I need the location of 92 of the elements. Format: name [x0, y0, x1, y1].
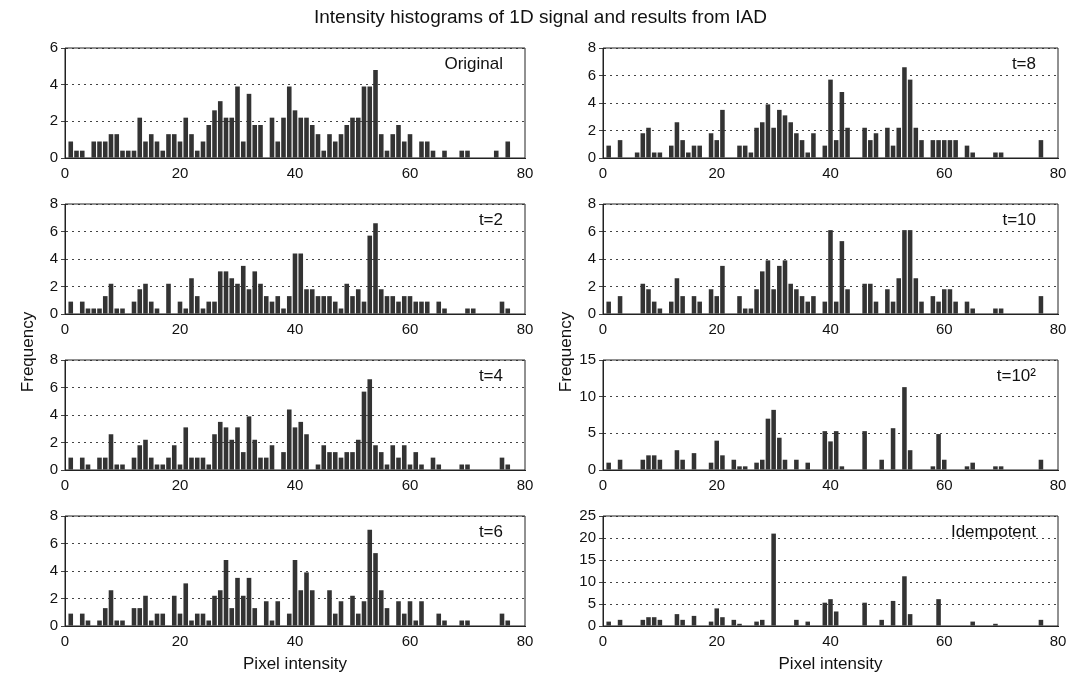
y-tick-label: 5: [587, 423, 596, 441]
x-tick-label: 20: [171, 320, 189, 338]
x-axis-title: Pixel intensity: [777, 654, 884, 674]
x-tick-label: 0: [598, 476, 608, 494]
x-tick-label: 80: [516, 476, 534, 494]
y-tick-label: 15: [579, 550, 596, 568]
y-tick-label: 15: [579, 350, 596, 368]
x-tick-label: 60: [935, 164, 953, 182]
y-tick-label: 0: [49, 616, 58, 634]
y-tick-label: 2: [587, 276, 596, 294]
y-tick-label: 2: [49, 432, 58, 450]
x-tick-label: 80: [516, 320, 534, 338]
x-tick-label: 40: [286, 476, 304, 494]
x-tick-label: 80: [516, 164, 534, 182]
x-tick-label: 60: [401, 164, 419, 182]
y-tick-label: 4: [49, 74, 58, 92]
x-tick-label: 20: [708, 632, 726, 650]
y-tick-label: 6: [49, 38, 58, 56]
x-tick-label: 20: [708, 164, 726, 182]
x-tick-label: 60: [935, 632, 953, 650]
x-tick-label: 20: [171, 632, 189, 650]
y-tick-label: 0: [49, 460, 58, 478]
x-tick-label: 40: [822, 476, 839, 494]
y-tick-label: 4: [49, 249, 58, 267]
annotation: Original: [444, 54, 503, 74]
y-tick-label: 10: [579, 386, 596, 404]
y-tick-label: 8: [587, 38, 596, 56]
y-tick-label: 4: [49, 561, 58, 579]
y-tick-label: 6: [587, 65, 596, 83]
x-tick-label: 20: [171, 164, 189, 182]
y-tick-label: 8: [49, 506, 58, 524]
y-tick-label: 2: [49, 588, 58, 606]
y-tick-label: 0: [49, 304, 58, 322]
annotation: t=8: [1011, 54, 1036, 74]
x-tick-label: 40: [822, 320, 839, 338]
x-tick-label: 40: [286, 632, 304, 650]
x-tick-label: 0: [60, 164, 70, 182]
x-tick-label: 60: [401, 320, 419, 338]
x-axis-title: Pixel intensity: [242, 654, 348, 674]
x-tick-label: 80: [1049, 632, 1067, 650]
x-tick-label: 0: [598, 632, 608, 650]
y-tick-label: 8: [49, 350, 58, 368]
x-tick-label: 40: [286, 164, 304, 182]
y-tick-label: 25: [579, 506, 596, 524]
y-tick-label: 2: [49, 111, 58, 129]
y-tick-label: 4: [587, 93, 596, 111]
x-tick-label: 40: [822, 632, 839, 650]
y-tick-label: 10: [579, 572, 596, 590]
x-tick-label: 20: [708, 476, 726, 494]
y-tick-label: 6: [49, 221, 58, 239]
x-tick-label: 60: [401, 632, 419, 650]
x-tick-label: 60: [935, 320, 953, 338]
annotation: Idempotent: [950, 522, 1037, 542]
y-axis-title: Frequency: [18, 311, 39, 393]
y-tick-label: 8: [49, 194, 58, 212]
annotation: t=2: [478, 210, 503, 230]
y-tick-label: 0: [587, 304, 596, 322]
y-tick-label: 4: [49, 405, 58, 423]
y-tick-label: 20: [579, 528, 596, 546]
y-tick-label: 4: [587, 249, 596, 267]
annotation: t=10: [1002, 210, 1036, 230]
x-tick-label: 80: [1049, 164, 1067, 182]
annotation: t=6: [478, 522, 503, 542]
y-tick-label: 0: [587, 616, 596, 634]
x-tick-label: 80: [1049, 476, 1067, 494]
x-tick-label: 80: [516, 632, 534, 650]
annotation: t=10²: [996, 366, 1037, 386]
x-tick-label: 60: [935, 476, 953, 494]
x-tick-label: 20: [708, 320, 726, 338]
y-tick-label: 6: [587, 221, 596, 239]
chart-title: Intensity histograms of 1D signal and results from IAD: [313, 6, 768, 28]
x-tick-label: 0: [60, 476, 70, 494]
annotation: t=4: [478, 366, 503, 386]
x-tick-label: 40: [286, 320, 304, 338]
x-tick-label: 80: [1049, 320, 1067, 338]
y-axis-title: Frequency: [556, 311, 577, 393]
y-tick-label: 8: [587, 194, 596, 212]
y-tick-label: 5: [587, 594, 596, 612]
x-tick-label: 60: [401, 476, 419, 494]
y-tick-label: 0: [587, 460, 596, 478]
y-tick-label: 2: [587, 120, 596, 138]
y-tick-label: 0: [587, 148, 596, 166]
x-tick-label: 0: [598, 164, 608, 182]
y-tick-label: 6: [49, 533, 58, 551]
x-tick-label: 0: [60, 320, 70, 338]
x-tick-label: 40: [822, 164, 839, 182]
x-tick-label: 0: [60, 632, 70, 650]
y-tick-label: 0: [49, 148, 58, 166]
x-tick-label: 20: [171, 476, 189, 494]
x-tick-label: 0: [598, 320, 608, 338]
y-tick-label: 2: [49, 276, 58, 294]
y-tick-label: 6: [49, 377, 58, 395]
